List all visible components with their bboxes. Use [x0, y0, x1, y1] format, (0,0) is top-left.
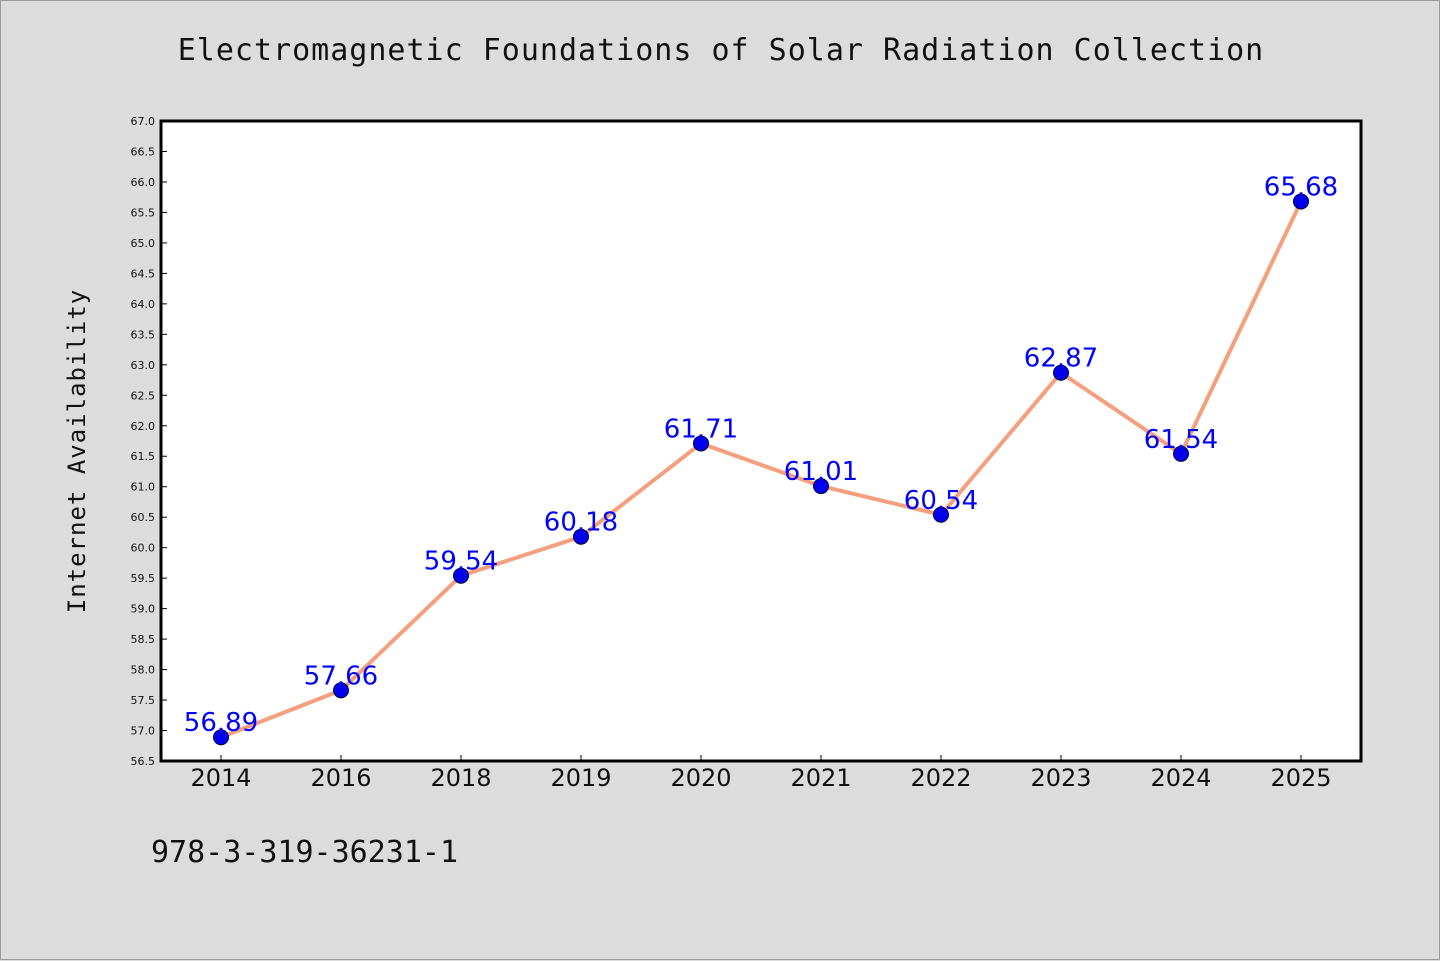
data-label: 60.54: [904, 486, 978, 516]
y-tick-label: 60.0: [131, 542, 156, 555]
x-tick-label: 2014: [190, 764, 251, 792]
data-point: [573, 528, 589, 545]
x-tick-label: 2022: [910, 764, 971, 792]
x-tick-label: 2018: [430, 764, 491, 792]
data-label: 56.89: [184, 708, 258, 738]
x-tick-label: 2021: [790, 764, 851, 792]
y-tick-label: 66.5: [131, 145, 156, 158]
y-tick-label: 62.5: [131, 389, 156, 402]
x-tick-label: 2019: [550, 764, 611, 792]
data-label: 61.54: [1144, 425, 1218, 455]
data-point: [453, 567, 469, 584]
data-label: 57.66: [304, 661, 378, 691]
data-label: 59.54: [424, 547, 498, 577]
isbn-footnote: 978-3-319-36231-1: [151, 835, 459, 870]
y-tick-label: 56.5: [131, 755, 156, 768]
data-point: [1293, 193, 1309, 210]
y-tick-label: 63.0: [131, 359, 156, 372]
y-tick-label: 63.5: [131, 328, 156, 341]
data-label: 61.01: [784, 457, 858, 487]
x-tick-label: 2024: [1150, 764, 1211, 792]
y-tick-label: 65.5: [131, 206, 156, 219]
y-tick-label: 66.0: [131, 176, 156, 189]
x-tick-label: 2023: [1030, 764, 1091, 792]
y-tick-label: 64.0: [131, 298, 156, 311]
y-tick-label: 57.0: [131, 725, 156, 738]
data-label: 65.68: [1264, 172, 1338, 202]
data-label: 60.18: [544, 508, 618, 538]
y-tick-label: 62.0: [131, 420, 156, 433]
y-tick-label: 58.0: [131, 664, 156, 677]
x-tick-label: 2016: [310, 764, 371, 792]
y-tick-label: 59.5: [131, 572, 156, 585]
y-tick-label: 58.5: [131, 633, 156, 646]
data-point: [813, 478, 829, 495]
data-label: 61.71: [664, 414, 738, 444]
y-tick-label: 61.0: [131, 481, 156, 494]
y-tick-label: 59.0: [131, 603, 156, 616]
y-tick-label: 60.5: [131, 511, 156, 524]
x-tick-label: 2020: [670, 764, 731, 792]
y-tick-label: 61.5: [131, 450, 156, 463]
data-point: [1173, 445, 1189, 462]
series-line: [219, 199, 1303, 740]
data-point: [333, 682, 349, 699]
chart-title: Electromagnetic Foundations of Solar Rad…: [177, 33, 1265, 68]
data-point: [1053, 364, 1069, 381]
data-point: [933, 506, 949, 523]
x-tick-label: 2025: [1270, 764, 1331, 792]
y-tick-label: 65.0: [131, 237, 156, 250]
data-label: 62.87: [1024, 344, 1098, 374]
data-point: [213, 729, 229, 746]
y-tick-label: 67.0: [131, 115, 156, 128]
y-tick-label: 64.5: [131, 267, 156, 280]
y-tick-label: 57.5: [131, 694, 156, 707]
data-point: [693, 435, 709, 452]
